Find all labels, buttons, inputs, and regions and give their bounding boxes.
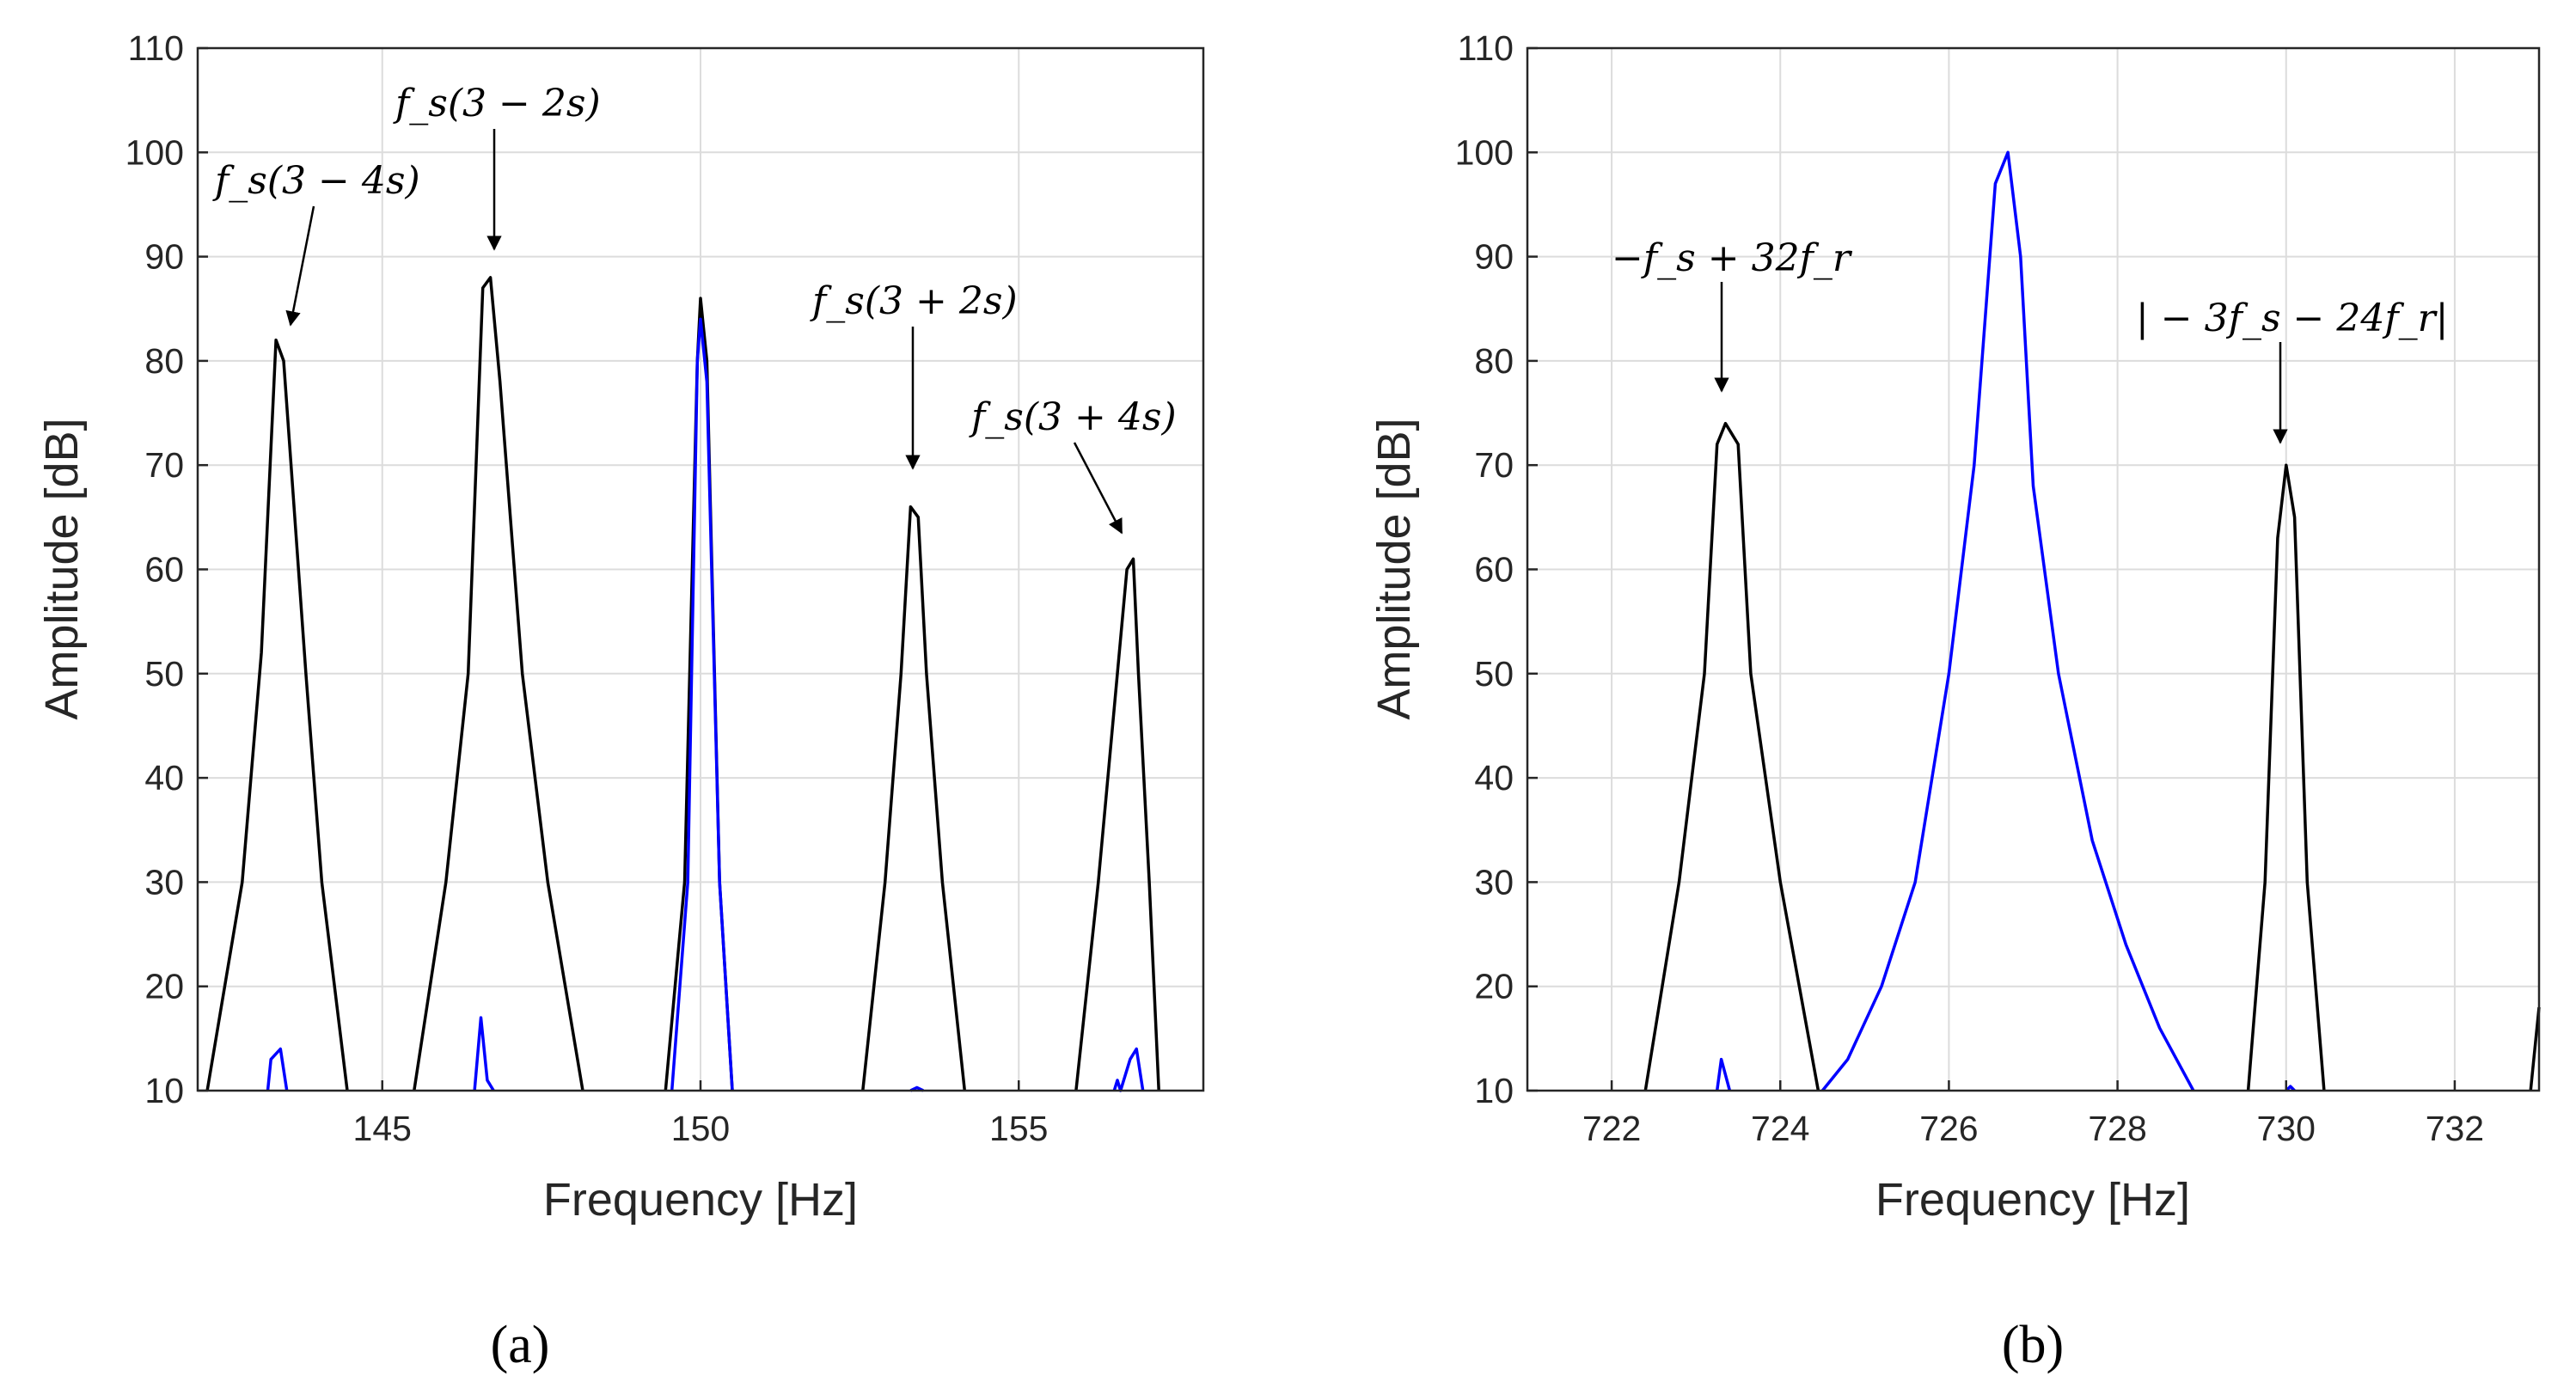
panel-b-xtick-label-728: 728 bbox=[2088, 1109, 2146, 1148]
panel-b-annotation-1: −f_s + 32f_r bbox=[1612, 236, 1853, 280]
panel-b-ytick-label-30: 30 bbox=[1474, 862, 1514, 902]
panel-a-ytick-label-90: 90 bbox=[144, 237, 184, 277]
panel-b-black-line-peak-2 bbox=[2246, 463, 2326, 1091]
panel-b-black-line-peak-3 bbox=[2529, 1006, 2541, 1091]
panel-a-ytick-label-70: 70 bbox=[144, 445, 184, 485]
panel-b-ytick-label-80: 80 bbox=[1474, 341, 1514, 381]
panel-a-blue-line-peak-3 bbox=[670, 317, 734, 1091]
panel-b-ytick-label-10: 10 bbox=[1474, 1071, 1514, 1110]
panel-b-blue-line-peak-3 bbox=[2285, 1085, 2296, 1092]
panel-a-blue-line-peak-2 bbox=[473, 1016, 495, 1091]
panel-b-ytick-label-100: 100 bbox=[1455, 132, 1514, 172]
panel-b-blue-line-peak-1 bbox=[1715, 1057, 1732, 1091]
panel-b-subcaption: (b) bbox=[2002, 1316, 2064, 1374]
panel-a-black-line-peak-4 bbox=[861, 504, 967, 1091]
panel-b-xtick-label-722: 722 bbox=[1582, 1109, 1641, 1148]
panel-b-ytick-label-90: 90 bbox=[1474, 237, 1514, 277]
panel-b-annotation-2: | − 3f_s − 24f_r| bbox=[2136, 297, 2449, 340]
panel-a-ytick-label-40: 40 bbox=[144, 758, 184, 798]
panel-a-blue-line-peak-1 bbox=[266, 1047, 289, 1091]
panel-a-subcaption: (a) bbox=[491, 1316, 550, 1374]
panel-b-blue-line-peak-2 bbox=[1820, 150, 2195, 1092]
panel-a-xtick-label-155: 155 bbox=[989, 1109, 1048, 1148]
panel-a-xtick-label-145: 145 bbox=[353, 1109, 412, 1148]
panel-a-ytick-label-100: 100 bbox=[125, 132, 184, 172]
panel-a-xtick-label-150: 150 bbox=[671, 1109, 730, 1148]
panel-a-ytick-label-30: 30 bbox=[144, 862, 184, 902]
panel-a-ytick-label-110: 110 bbox=[128, 28, 184, 68]
panel-a-annotation-3: f_s(3 + 2s) bbox=[810, 279, 1018, 323]
panel-b-y-axis-label: Amplitude [dB] bbox=[1368, 418, 1420, 719]
panel-a-black-line-peak-3 bbox=[664, 297, 734, 1091]
panel-b-xtick-label-726: 726 bbox=[1919, 1109, 1978, 1148]
panel-a-ytick-label-80: 80 bbox=[144, 341, 184, 381]
panel-a-annotation-4: f_s(3 + 4s) bbox=[969, 395, 1177, 439]
panel-b-ytick-label-70: 70 bbox=[1474, 445, 1514, 485]
panel-a-ytick-label-20: 20 bbox=[144, 967, 184, 1006]
panel-b-xtick-label-724: 724 bbox=[1751, 1109, 1809, 1148]
panel-a-annotation-1: f_s(3 − 4s) bbox=[212, 159, 420, 203]
panel-b-black-line-peak-1 bbox=[1643, 421, 1820, 1091]
panel-a-ytick-label-10: 10 bbox=[144, 1071, 184, 1110]
panel-b-ytick-label-20: 20 bbox=[1474, 967, 1514, 1006]
panel-a-black-line-peak-1 bbox=[205, 338, 349, 1091]
panel-b-ytick-label-60: 60 bbox=[1474, 550, 1514, 590]
panel-a-x-axis-label: Frequency [Hz] bbox=[543, 1174, 858, 1226]
panel-a-ytick-label-50: 50 bbox=[144, 654, 184, 694]
panel-b-xtick-label-732: 732 bbox=[2426, 1109, 2484, 1148]
panel-a-y-axis-label: Amplitude [dB] bbox=[36, 418, 88, 719]
panel-b-ytick-label-40: 40 bbox=[1474, 758, 1514, 798]
panel-a-chart: 10 20 30 40 50 60 70 80 90 100 110 145 150 155 Frequ… bbox=[36, 28, 1205, 1374]
panel-a-annotation-1-arrow bbox=[285, 205, 315, 327]
panel-b-chart: 10 20 30 40 50 60 70 80 90 100 110 722 724 726 728 730… bbox=[1368, 28, 2541, 1374]
panel-b-x-axis-label: Frequency [Hz] bbox=[1875, 1174, 2190, 1226]
panel-a-annotation-4-arrow bbox=[1073, 442, 1123, 535]
panel-b-xtick-label-730: 730 bbox=[2257, 1109, 2316, 1148]
panel-a-black-line-peak-2 bbox=[413, 276, 584, 1091]
panel-a-annotation-2: f_s(3 − 2s) bbox=[393, 82, 601, 125]
panel-a-black-line-peak-5 bbox=[1074, 557, 1160, 1091]
panel-b-ytick-label-110: 110 bbox=[1458, 28, 1514, 68]
panel-a-blue-line-peak-5 bbox=[1112, 1047, 1145, 1092]
panel-a-ytick-label-60: 60 bbox=[144, 550, 184, 590]
panel-b-ytick-label-50: 50 bbox=[1474, 654, 1514, 694]
